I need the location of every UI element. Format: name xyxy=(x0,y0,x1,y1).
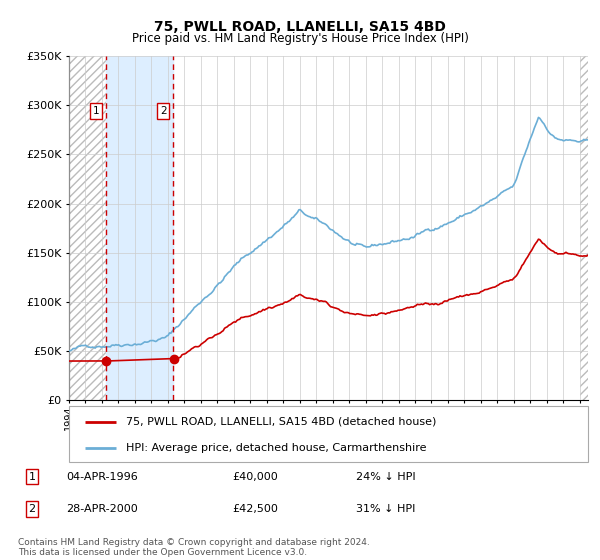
Text: 1: 1 xyxy=(29,472,35,482)
Text: Contains HM Land Registry data © Crown copyright and database right 2024.
This d: Contains HM Land Registry data © Crown c… xyxy=(18,538,370,557)
Text: 04-APR-1996: 04-APR-1996 xyxy=(66,472,137,482)
Text: 28-APR-2000: 28-APR-2000 xyxy=(66,504,137,514)
Text: HPI: Average price, detached house, Carmarthenshire: HPI: Average price, detached house, Carm… xyxy=(126,443,427,453)
Bar xyxy=(69,56,106,400)
Text: £42,500: £42,500 xyxy=(232,504,278,514)
Bar xyxy=(580,56,600,400)
Text: 24% ↓ HPI: 24% ↓ HPI xyxy=(356,472,416,482)
Text: Price paid vs. HM Land Registry's House Price Index (HPI): Price paid vs. HM Land Registry's House … xyxy=(131,32,469,45)
Text: 31% ↓ HPI: 31% ↓ HPI xyxy=(356,504,416,514)
FancyBboxPatch shape xyxy=(69,406,588,462)
Text: 75, PWLL ROAD, LLANELLI, SA15 4BD: 75, PWLL ROAD, LLANELLI, SA15 4BD xyxy=(154,20,446,34)
Text: 1: 1 xyxy=(93,106,100,116)
Text: 2: 2 xyxy=(160,106,167,116)
Text: 75, PWLL ROAD, LLANELLI, SA15 4BD (detached house): 75, PWLL ROAD, LLANELLI, SA15 4BD (detac… xyxy=(126,417,436,427)
Text: 2: 2 xyxy=(29,504,35,514)
Text: £40,000: £40,000 xyxy=(232,472,278,482)
Bar xyxy=(106,56,173,400)
